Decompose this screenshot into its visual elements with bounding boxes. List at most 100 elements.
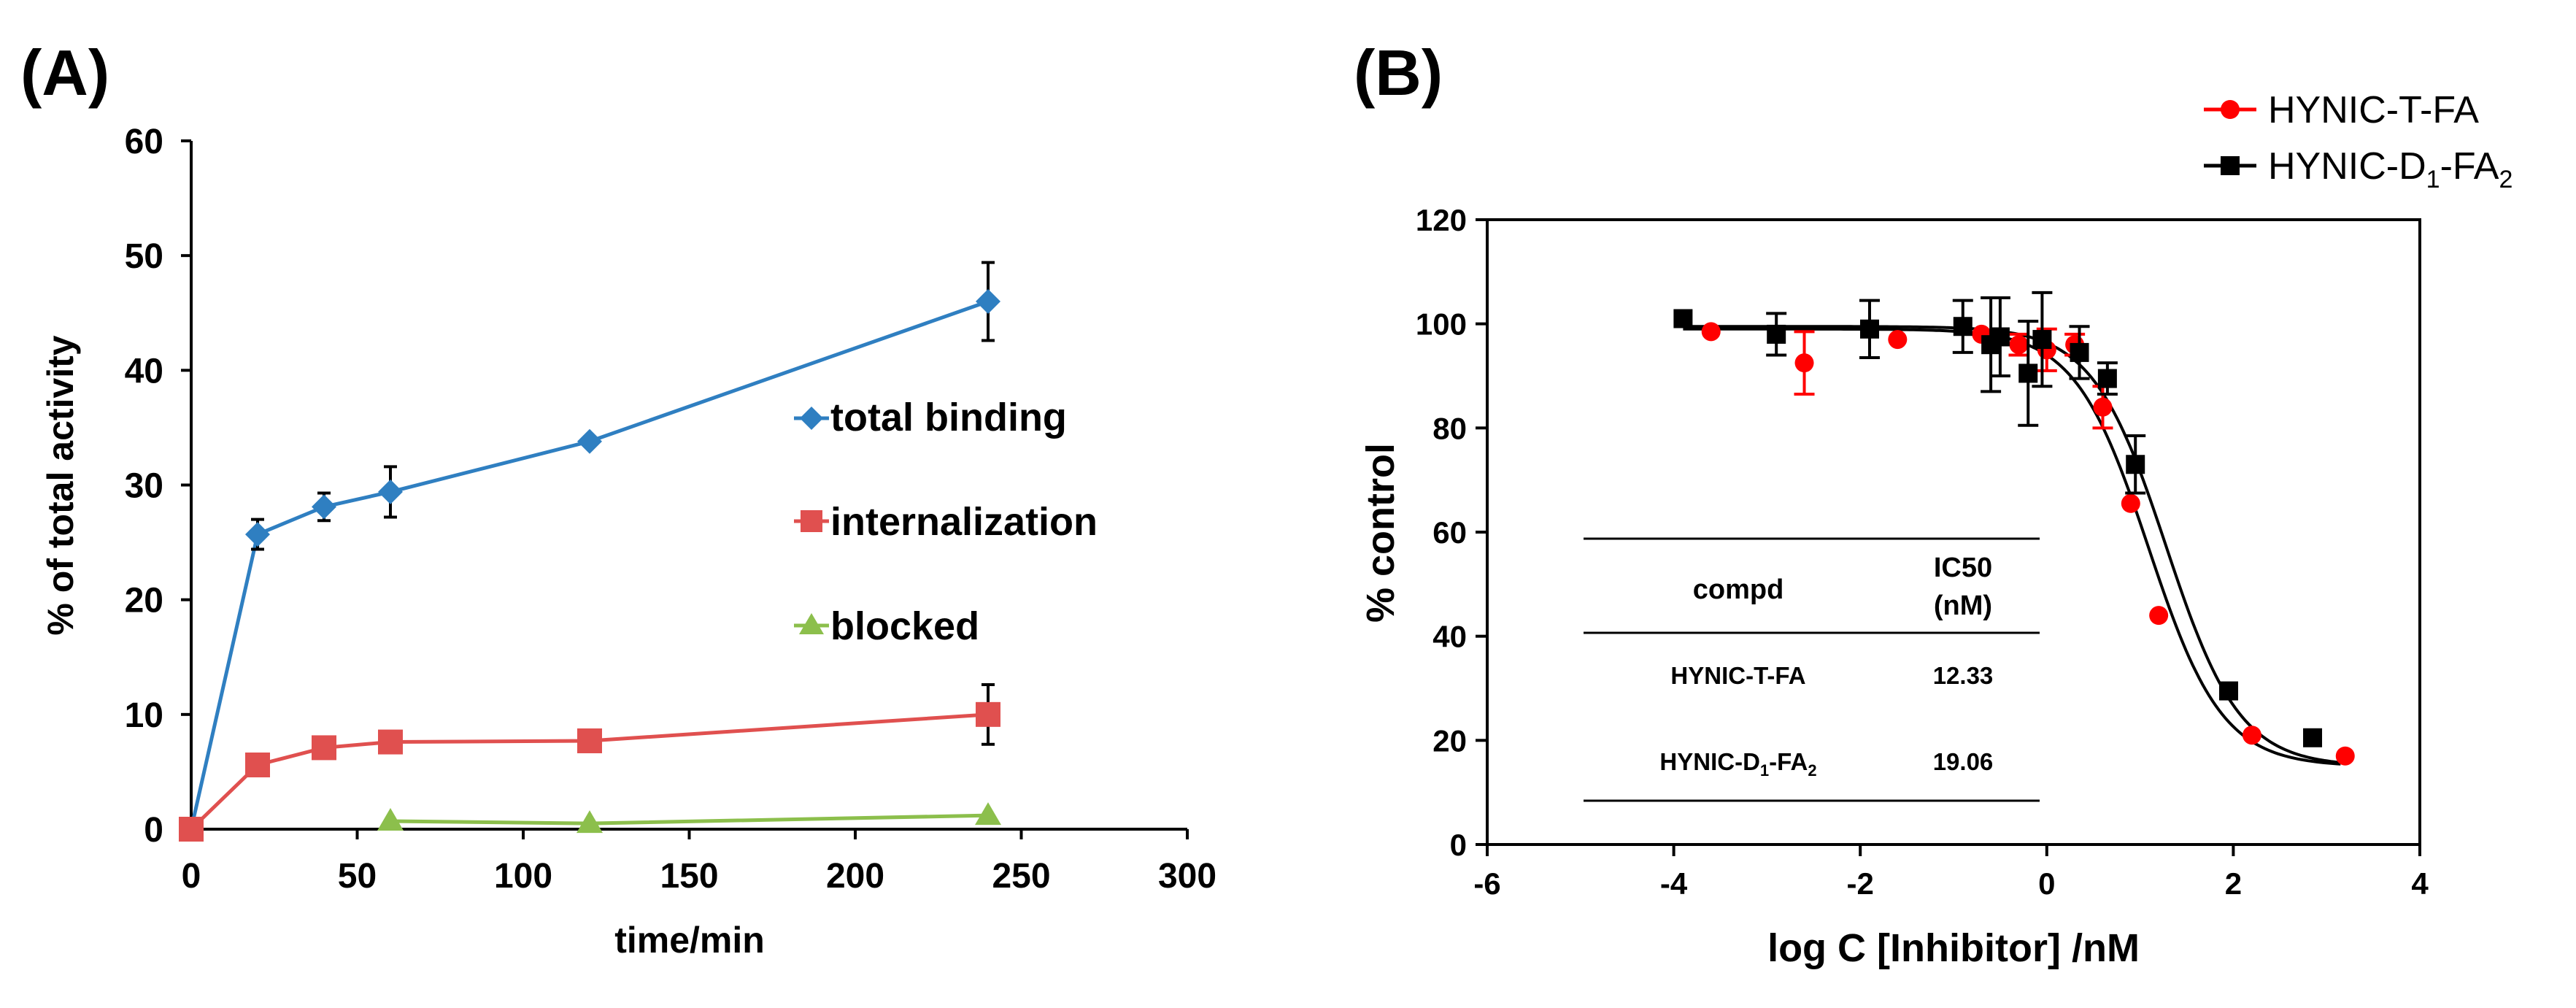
panel-a-x-axis-label: time/min: [614, 920, 765, 961]
table-row1-ic50: 12.33: [1933, 662, 1994, 689]
x-tick-label: 100: [494, 857, 552, 896]
panel-a-legend: total binding internalization blocked: [794, 396, 1098, 648]
table-row1-compd: HYNIC-T-FA: [1670, 662, 1805, 689]
data-point: [2149, 606, 2169, 626]
y-tick-label: 0: [1450, 828, 1467, 862]
x-tick-label: 200: [826, 857, 884, 896]
x-tick-label: -6: [1473, 866, 1500, 901]
series-HYNIC-T-FA: [1701, 322, 2355, 766]
data-point: [1990, 327, 2010, 347]
table-header-ic50: IC50: [1934, 553, 1992, 583]
data-point: [2242, 726, 2261, 745]
y-tick-label: 100: [1416, 307, 1467, 342]
data-point: [1953, 317, 1973, 336]
legend-item-hynic-t-fa: HYNIC-T-FA: [2204, 89, 2479, 131]
fit-curve: [1683, 327, 2341, 766]
series-internalization: [179, 682, 1000, 842]
y-tick-label: 20: [125, 582, 163, 620]
panel-a-series: [179, 261, 1001, 842]
x-tick-label: -4: [1660, 866, 1688, 901]
panel-b-y-axis-label: % control: [1359, 443, 1403, 623]
legend-label-total-binding: total binding: [830, 396, 1067, 439]
y-tick-label: 20: [1432, 723, 1467, 758]
legend-label-blocked: blocked: [830, 604, 979, 648]
fit-curve: [1683, 325, 2341, 764]
legend-item-internalization: internalization: [794, 500, 1098, 544]
table-row2-ic50: 19.06: [1933, 748, 1994, 775]
data-point: [378, 729, 403, 755]
data-point: [2032, 330, 2052, 350]
x-tick-label: 0: [2038, 866, 2055, 901]
panel-a-y-ticks: 0 10 20 30 40 50 60: [125, 123, 191, 850]
y-tick-label: 30: [125, 467, 163, 506]
series-line: [189, 299, 989, 830]
legend-label-internalization: internalization: [830, 500, 1098, 544]
data-point: [179, 817, 204, 842]
data-point: [2093, 397, 2113, 417]
panel-a-x-ticks: 0 50 100 150 200 250 300: [182, 829, 1216, 896]
data-point: [2219, 681, 2239, 701]
data-point: [312, 735, 336, 761]
legend-marker-triangle: [799, 613, 824, 634]
data-point: [1701, 322, 1721, 342]
y-tick-label: 50: [125, 237, 163, 276]
panel-b-series: [1673, 291, 2355, 766]
y-tick-label: 60: [125, 123, 163, 161]
legend-marker-square: [801, 510, 822, 532]
panel-a-label: (A): [20, 36, 109, 109]
table-header-compd: compd: [1693, 574, 1784, 605]
y-tick-label: 0: [144, 811, 163, 850]
panel-a-y-axis-label: % of total activity: [40, 335, 81, 635]
panel-b-label: (B): [1354, 36, 1443, 109]
legend-marker-square: [2221, 156, 2240, 175]
x-tick-label: 0: [182, 857, 201, 896]
data-point: [1859, 319, 1879, 339]
data-point: [2126, 455, 2145, 474]
series-blocked: [377, 802, 1001, 834]
data-point: [378, 479, 403, 504]
x-tick-label: -2: [1847, 866, 1874, 901]
data-point: [1794, 353, 1814, 373]
legend-item-blocked: blocked: [794, 604, 979, 648]
data-point: [2303, 728, 2323, 747]
panel-a: (A) 0 10 20 30 40 50 60 0 50 100 150 200 250 300 tim…: [20, 36, 1216, 961]
data-point: [1673, 309, 1693, 328]
legend-label-hynic-d1-fa2: HYNIC-D1-FA2: [2268, 145, 2513, 193]
data-point: [2121, 493, 2140, 513]
data-point: [577, 728, 602, 753]
y-tick-label: 10: [125, 696, 163, 735]
x-tick-label: 50: [338, 857, 377, 896]
y-tick-label: 40: [1432, 620, 1467, 654]
data-point: [576, 810, 603, 834]
y-tick-label: 40: [125, 352, 163, 390]
data-point: [2018, 363, 2038, 383]
data-point: [2070, 342, 2089, 362]
y-tick-label: 80: [1432, 411, 1467, 445]
panel-b-x-ticks: -6 -4 -2 0 2 4: [1473, 845, 2429, 901]
panel-b-legend: HYNIC-T-FA HYNIC-D1-FA2: [2204, 89, 2513, 193]
data-point: [2097, 369, 2117, 388]
legend-item-total-binding: total binding: [794, 396, 1067, 439]
data-point: [976, 289, 1000, 315]
data-point: [1767, 324, 1786, 344]
x-tick-label: 300: [1158, 857, 1216, 896]
series-HYNIC-D1-FA2: [1673, 291, 2323, 747]
panel-b: (B) 0 20 40 60 80 100 120 -6 -4 -2 0 2 4 log C [Inh…: [1354, 36, 2513, 970]
legend-marker-diamond: [800, 407, 823, 430]
x-tick-label: 2: [2225, 866, 2242, 901]
x-tick-label: 4: [2411, 866, 2429, 901]
data-point: [975, 802, 1001, 826]
data-point: [245, 752, 270, 777]
x-tick-label: 150: [660, 857, 718, 896]
legend-label-hynic-t-fa: HYNIC-T-FA: [2268, 89, 2479, 131]
y-tick-label: 120: [1416, 203, 1467, 237]
table-row2-compd: HYNIC-D1-FA2: [1659, 748, 1816, 780]
legend-item-hynic-d1-fa2: HYNIC-D1-FA2: [2204, 145, 2513, 193]
panel-b-y-ticks: 0 20 40 60 80 100 120: [1416, 203, 1487, 862]
series-line: [390, 813, 989, 826]
y-tick-label: 60: [1432, 515, 1467, 550]
data-point: [312, 494, 336, 520]
panel-b-x-axis-label: log C [Inhibitor] /nM: [1767, 926, 2140, 970]
legend-marker-circle: [2221, 100, 2240, 119]
